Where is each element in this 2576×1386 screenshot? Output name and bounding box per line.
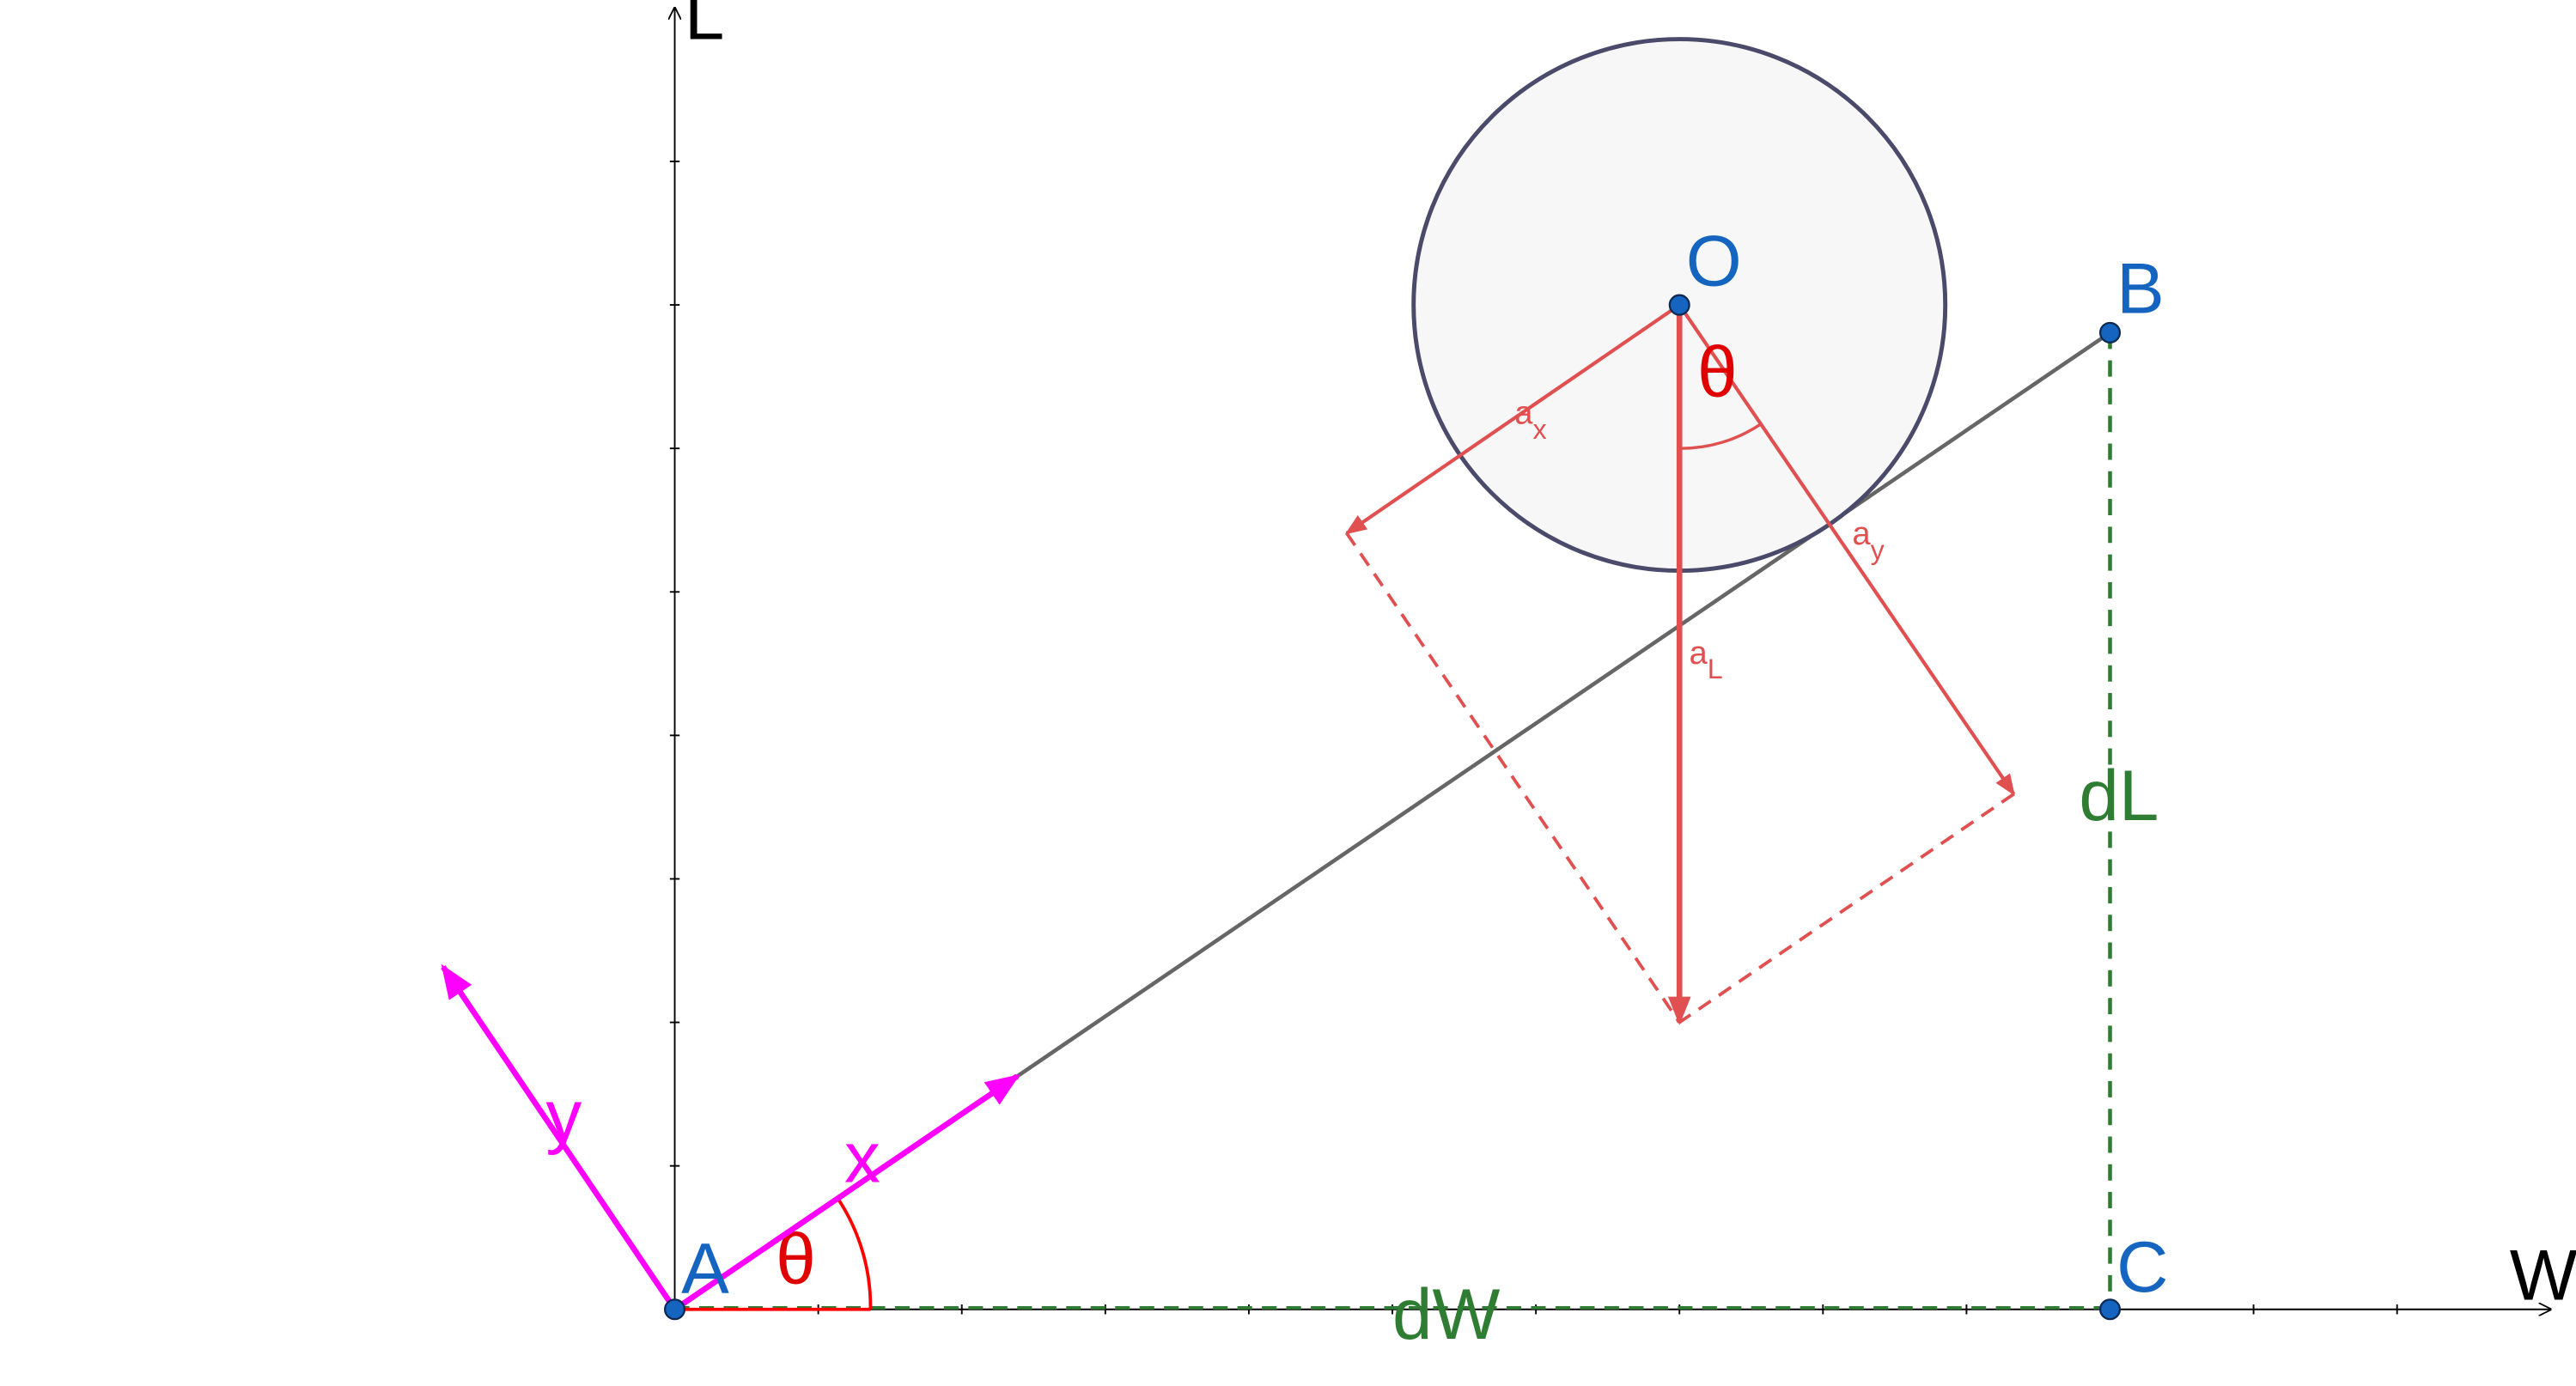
label-B: B	[2116, 248, 2165, 329]
ay-vector	[1678, 303, 2016, 796]
label-C: C	[2116, 1226, 2168, 1307]
point-A	[664, 1298, 686, 1321]
ax-label: ax	[1514, 396, 1546, 445]
ax-vector	[1344, 303, 1681, 535]
axis-label-L: L	[685, 0, 724, 55]
theta-label-ball: θ	[1697, 331, 1737, 411]
dW-label: dW	[1392, 1274, 1500, 1354]
aL-label: aL	[1690, 635, 1723, 684]
theta-label-base: θ	[776, 1218, 815, 1298]
point-O	[1668, 294, 1690, 316]
theta-arc-base	[836, 1197, 873, 1310]
theta-arc-ball	[1679, 422, 1763, 450]
ax-projection-dashed	[1345, 532, 1681, 1024]
axis-label-W: W	[2510, 1234, 2576, 1315]
dL-label: dL	[2079, 755, 2159, 836]
point-C	[2098, 1298, 2122, 1321]
label-A: A	[681, 1228, 729, 1309]
label-O: O	[1686, 220, 1742, 301]
ay-projection-dashed	[1678, 793, 2015, 1024]
local-x-label: x	[844, 1117, 880, 1198]
local-x-axis-arrow	[673, 1073, 1020, 1312]
ay-label: ay	[1852, 516, 1885, 565]
local-y-label: y	[546, 1074, 582, 1155]
local-y-axis-arrow	[441, 964, 678, 1311]
point-B	[2098, 321, 2122, 343]
